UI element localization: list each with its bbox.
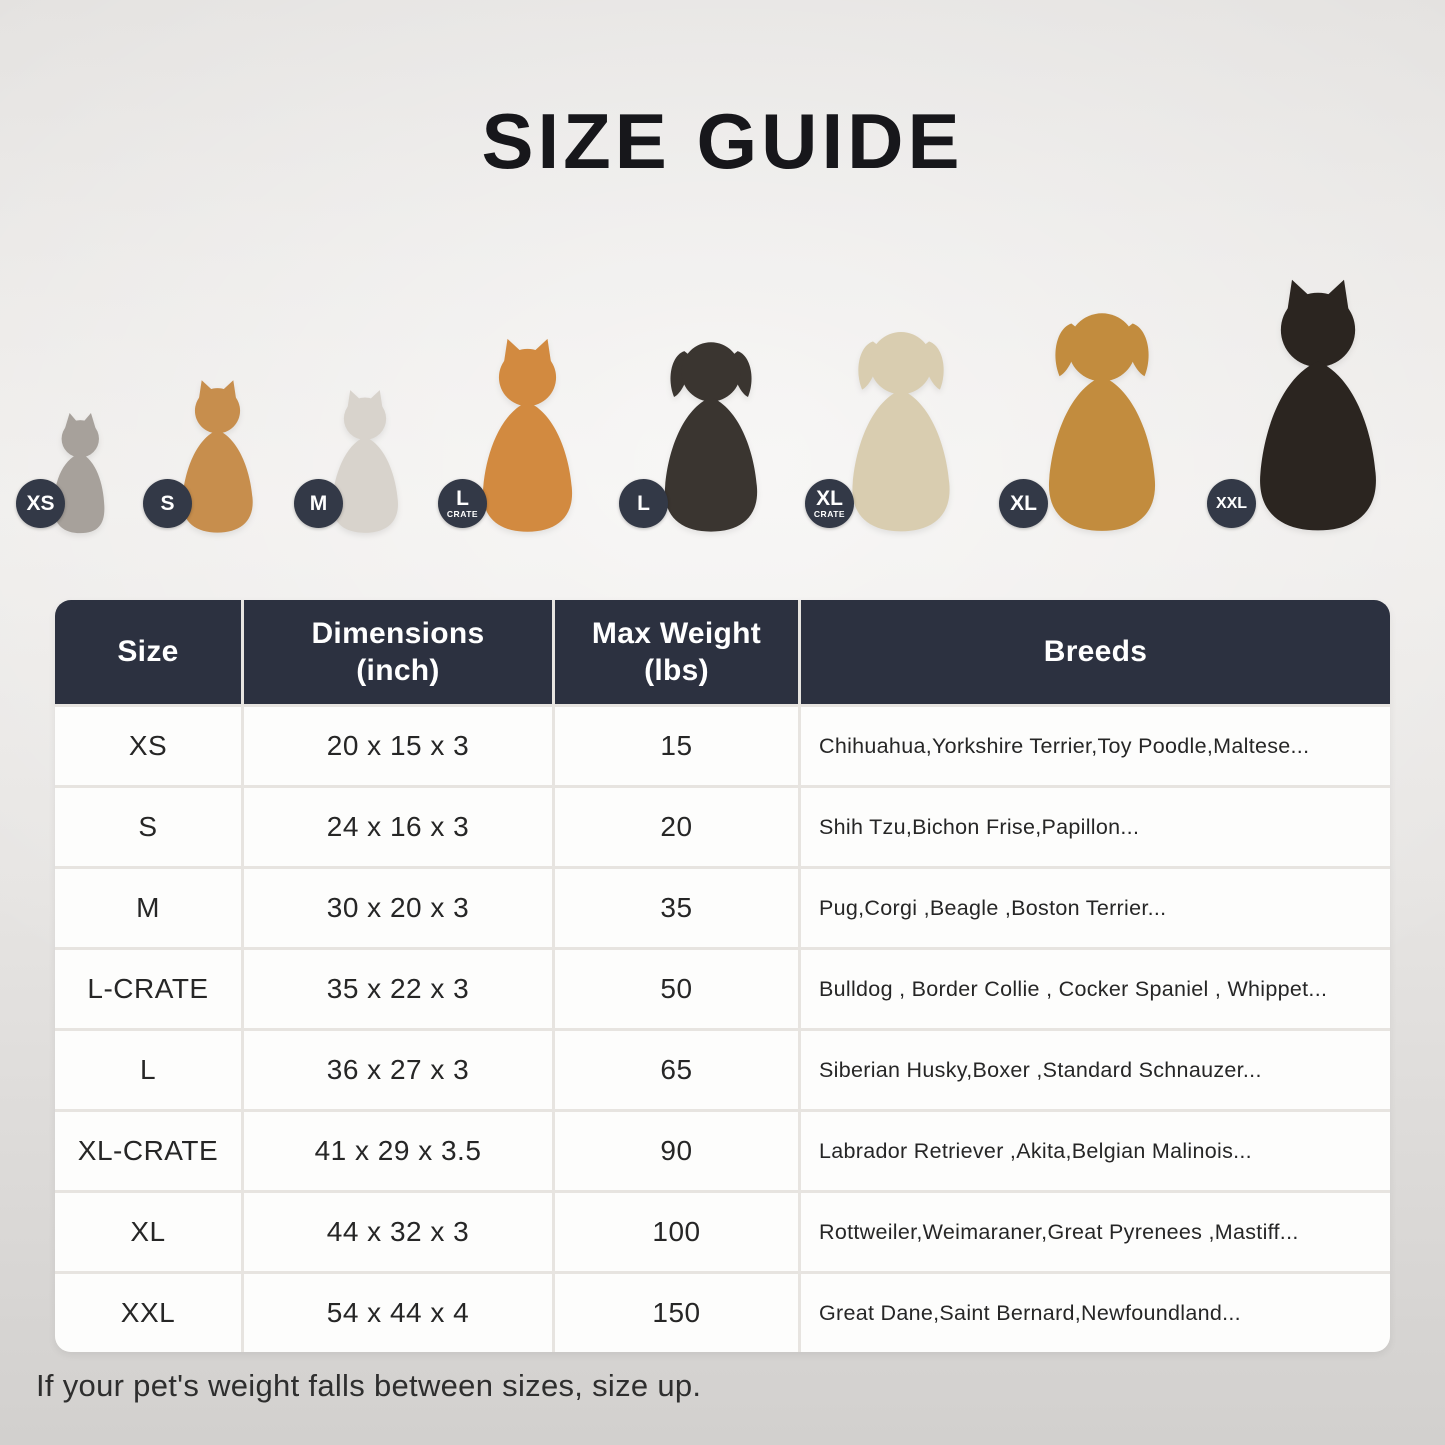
cell-breeds: Rottweiler,Weimaraner,Great Pyrenees ,Ma…	[801, 1193, 1390, 1271]
table-header-breeds: Breeds	[801, 600, 1390, 704]
animal-golden-retriever: XL	[999, 298, 1187, 536]
cell-breeds: Great Dane,Saint Bernard,Newfoundland...	[801, 1274, 1390, 1352]
badge-label: XL	[816, 487, 843, 511]
cell-size: L-CRATE	[55, 950, 241, 1028]
cell-size: S	[55, 788, 241, 866]
animal-pomeranian: S	[143, 378, 274, 536]
cell-max-weight: 35	[555, 869, 798, 947]
cell-size: XXL	[55, 1274, 241, 1352]
cell-breeds: Shih Tzu,Bichon Frise,Papillon...	[801, 788, 1390, 866]
cell-dimensions: 24 x 16 x 3	[244, 788, 552, 866]
badge-label: S	[160, 492, 175, 515]
badge-label: XXL	[1215, 494, 1248, 512]
badge-label: XS	[26, 492, 55, 515]
cell-max-weight: 150	[555, 1274, 798, 1352]
cell-size: L	[55, 1031, 241, 1109]
cell-breeds: Chihuahua,Yorkshire Terrier,Toy Poodle,M…	[801, 707, 1390, 785]
size-badge-xxl: XXL	[1207, 479, 1256, 528]
cell-breeds: Pug,Corgi ,Beagle ,Boston Terrier...	[801, 869, 1390, 947]
animal-shiba-inu: L CRATE	[438, 336, 599, 536]
cell-max-weight: 65	[555, 1031, 798, 1109]
size-badge-s: S	[143, 479, 192, 528]
cell-max-weight: 90	[555, 1112, 798, 1190]
page-title: SIZE GUIDE	[481, 97, 964, 185]
animal-french-bulldog: M	[294, 388, 418, 536]
badge-label: M	[309, 492, 328, 515]
table-header-max-weight: Max Weight (lbs)	[555, 600, 798, 704]
cell-breeds: Bulldog , Border Collie , Cocker Spaniel…	[801, 950, 1390, 1028]
size-badge-xl: XL	[999, 479, 1048, 528]
cell-max-weight: 50	[555, 950, 798, 1028]
badge-label: L	[456, 487, 469, 511]
size-badge-xs: XS	[16, 479, 65, 528]
size-badge-l-crate: L CRATE	[438, 479, 487, 528]
cell-dimensions: 36 x 27 x 3	[244, 1031, 552, 1109]
cell-size: XS	[55, 707, 241, 785]
cell-max-weight: 20	[555, 788, 798, 866]
size-badge-m: M	[294, 479, 343, 528]
badge-sublabel: CRATE	[446, 509, 479, 520]
cell-max-weight: 15	[555, 707, 798, 785]
cell-breeds: Siberian Husky,Boxer ,Standard Schnauzer…	[801, 1031, 1390, 1109]
cell-size: M	[55, 869, 241, 947]
table-header-dimensions: Dimensions (inch)	[244, 600, 552, 704]
animal-size-lineup: XS S M	[16, 268, 1411, 536]
cell-dimensions: 35 x 22 x 3	[244, 950, 552, 1028]
size-guide-table: Size Dimensions (inch) Max Weight (lbs) …	[55, 600, 1390, 1352]
animal-cat: XS	[16, 411, 123, 536]
size-badge-xl-crate: XL CRATE	[805, 479, 854, 528]
cell-breeds: Labrador Retriever ,Akita,Belgian Malino…	[801, 1112, 1390, 1190]
cell-dimensions: 41 x 29 x 3.5	[244, 1112, 552, 1190]
badge-label: L	[637, 492, 650, 515]
cell-max-weight: 100	[555, 1193, 798, 1271]
cell-dimensions: 30 x 20 x 3	[244, 869, 552, 947]
cell-dimensions: 44 x 32 x 3	[244, 1193, 552, 1271]
cell-size: XL	[55, 1193, 241, 1271]
animal-border-collie: L	[619, 329, 785, 536]
badge-label: XL	[1010, 492, 1037, 515]
cell-dimensions: 20 x 15 x 3	[244, 707, 552, 785]
badge-sublabel: CRATE	[813, 509, 846, 520]
table-header-size: Size	[55, 600, 241, 704]
size-badge-l: L	[619, 479, 668, 528]
cell-dimensions: 54 x 44 x 4	[244, 1274, 552, 1352]
animal-doberman: XXL	[1207, 276, 1411, 536]
cell-size: XL-CRATE	[55, 1112, 241, 1190]
animal-labrador: XL CRATE	[805, 318, 979, 536]
sizing-advice-note: If your pet's weight falls between sizes…	[36, 1368, 702, 1403]
